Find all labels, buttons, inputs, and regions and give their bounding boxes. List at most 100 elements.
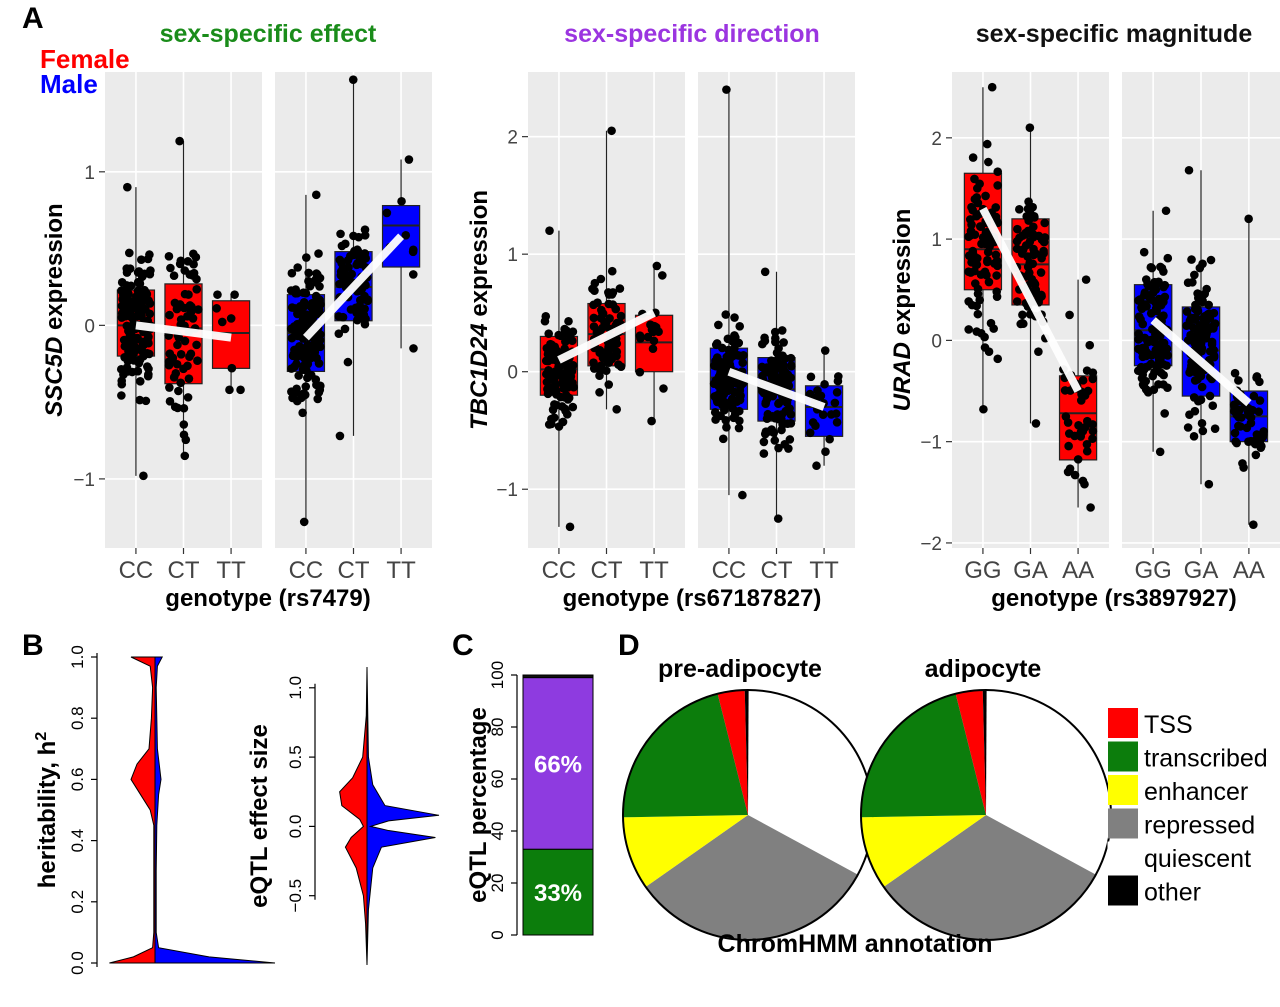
data-point bbox=[175, 300, 185, 309]
data-point bbox=[993, 167, 1003, 177]
data-point bbox=[129, 349, 138, 358]
data-point bbox=[192, 340, 201, 350]
data-point bbox=[771, 333, 780, 343]
y-tick-label: 20 bbox=[488, 874, 507, 893]
data-point bbox=[179, 420, 189, 429]
data-point bbox=[969, 250, 978, 260]
y-tick-label: 0.0 bbox=[286, 815, 305, 839]
pie-title: pre-adipocyte bbox=[658, 655, 822, 683]
data-point bbox=[361, 314, 370, 324]
legend-swatch bbox=[1108, 875, 1138, 906]
legend-swatch bbox=[1108, 741, 1138, 772]
data-point bbox=[565, 332, 575, 342]
data-point bbox=[1257, 441, 1266, 451]
data-point bbox=[299, 389, 309, 398]
data-point bbox=[1070, 470, 1080, 480]
data-point bbox=[722, 422, 731, 432]
data-point bbox=[1064, 441, 1073, 451]
data-point bbox=[1149, 385, 1159, 395]
data-point bbox=[984, 157, 993, 167]
data-point bbox=[1198, 259, 1207, 269]
data-point bbox=[1040, 233, 1050, 242]
pie-slice bbox=[861, 815, 986, 887]
data-point bbox=[301, 358, 310, 368]
violin-female bbox=[339, 666, 368, 966]
data-point bbox=[1163, 253, 1173, 263]
data-point bbox=[1159, 311, 1168, 321]
data-point bbox=[1151, 285, 1161, 294]
data-point bbox=[973, 309, 983, 319]
data-point bbox=[1184, 165, 1194, 175]
x-tick-label: GG bbox=[1134, 557, 1171, 584]
legend-label: enhancer bbox=[1144, 778, 1248, 806]
data-point bbox=[825, 434, 834, 444]
data-point bbox=[1081, 422, 1090, 432]
data-point bbox=[734, 351, 744, 360]
data-point bbox=[970, 230, 980, 239]
data-point bbox=[1078, 376, 1088, 385]
y-tick-label: 0.4 bbox=[68, 829, 87, 853]
data-point bbox=[1189, 432, 1199, 441]
data-point bbox=[179, 403, 189, 413]
data-point bbox=[1134, 329, 1143, 339]
data-point bbox=[292, 384, 301, 394]
data-point bbox=[1029, 249, 1039, 258]
data-point bbox=[141, 396, 151, 406]
data-point bbox=[1206, 255, 1216, 265]
data-point bbox=[982, 139, 992, 149]
data-point bbox=[354, 232, 363, 242]
violin-female bbox=[109, 656, 156, 964]
data-point bbox=[1182, 321, 1191, 331]
data-point bbox=[1147, 350, 1157, 360]
data-point bbox=[1254, 407, 1264, 417]
data-point bbox=[783, 419, 792, 428]
data-point bbox=[1155, 447, 1165, 457]
data-point bbox=[635, 367, 645, 377]
data-point bbox=[605, 314, 614, 323]
data-point bbox=[643, 332, 653, 342]
data-point bbox=[123, 182, 132, 192]
data-point bbox=[991, 203, 1001, 212]
data-point bbox=[227, 363, 237, 373]
data-point bbox=[1015, 205, 1024, 214]
y-tick-label: 0 bbox=[931, 331, 942, 352]
data-point bbox=[1230, 368, 1240, 378]
data-point bbox=[770, 436, 780, 445]
y-axis-label-text: expression bbox=[466, 190, 493, 323]
data-point bbox=[212, 304, 221, 313]
data-point bbox=[338, 312, 348, 322]
data-point bbox=[176, 378, 185, 388]
data-point bbox=[1139, 247, 1149, 257]
data-point bbox=[1146, 262, 1156, 272]
data-point bbox=[1161, 206, 1171, 216]
trend-line bbox=[303, 233, 404, 341]
data-point bbox=[718, 385, 727, 395]
data-point bbox=[603, 357, 612, 367]
data-point bbox=[1205, 391, 1215, 401]
data-point bbox=[1021, 228, 1030, 238]
pie-title: adipocyte bbox=[925, 655, 1042, 683]
data-point bbox=[350, 248, 359, 258]
data-point bbox=[560, 344, 569, 354]
x-axis-label: genotype (rs7479) bbox=[165, 585, 370, 612]
data-point bbox=[985, 234, 994, 244]
data-point bbox=[122, 363, 132, 372]
data-point bbox=[991, 250, 1001, 260]
data-point bbox=[992, 271, 1001, 280]
data-point bbox=[562, 410, 572, 419]
data-point bbox=[404, 155, 414, 164]
data-point bbox=[569, 382, 578, 392]
data-point bbox=[759, 449, 769, 458]
data-point bbox=[287, 333, 297, 343]
data-point bbox=[189, 260, 198, 269]
data-point bbox=[334, 329, 344, 338]
y-tick-label: 40 bbox=[488, 822, 507, 841]
pie-slice bbox=[748, 690, 873, 875]
data-point bbox=[834, 372, 843, 381]
data-point bbox=[832, 417, 842, 427]
x-tick-label: AA bbox=[1233, 557, 1265, 584]
data-point bbox=[1190, 270, 1199, 280]
data-point bbox=[607, 126, 616, 136]
data-point bbox=[1012, 297, 1022, 306]
data-point bbox=[554, 330, 563, 340]
